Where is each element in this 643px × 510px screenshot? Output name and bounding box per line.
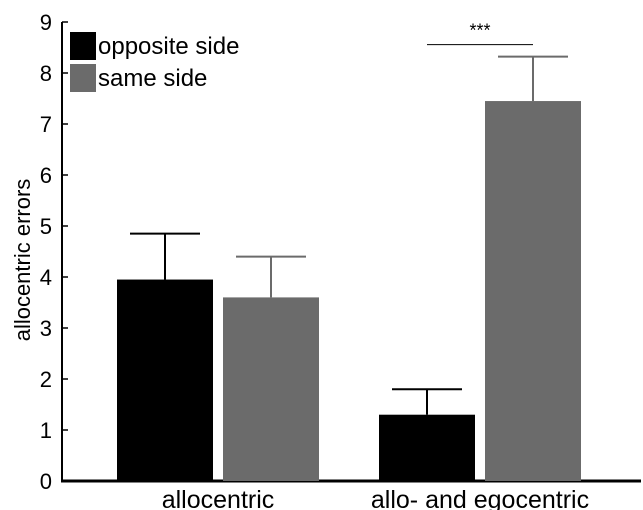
y-tick-label: 3 [40, 316, 52, 341]
legend: opposite side same side [70, 32, 239, 92]
bar-opposite-side [117, 279, 213, 481]
y-tick-label: 0 [40, 469, 52, 494]
y-tick-label: 6 [40, 163, 52, 188]
bar-same-side [223, 297, 319, 481]
bars [117, 55, 581, 482]
legend-swatch [70, 64, 96, 92]
y-tick-label: 5 [40, 214, 52, 239]
legend-swatch [70, 32, 96, 60]
legend-label: opposite side [98, 33, 239, 60]
y-tick-label: 9 [40, 10, 52, 35]
y-ticks: 0 1 2 3 4 5 6 7 8 9 [40, 10, 68, 494]
bar-opposite-side [379, 414, 475, 481]
y-tick-label: 2 [40, 367, 52, 392]
y-tick-label: 1 [40, 418, 52, 443]
x-tick-label: allo- and egocentric [371, 486, 589, 510]
y-tick-label: 4 [40, 265, 52, 290]
significance-stars: *** [469, 21, 490, 41]
y-tick-label: 7 [40, 112, 52, 137]
significance-annotation: *** [427, 21, 533, 46]
legend-label: same side [98, 65, 207, 92]
x-tick-labels: allocentric allo- and egocentric [162, 486, 589, 510]
bar-same-side [485, 101, 581, 482]
y-axis-label: allocentric errors [10, 179, 35, 342]
x-tick-label: allocentric [162, 486, 275, 510]
y-tick-label: 8 [40, 61, 52, 86]
